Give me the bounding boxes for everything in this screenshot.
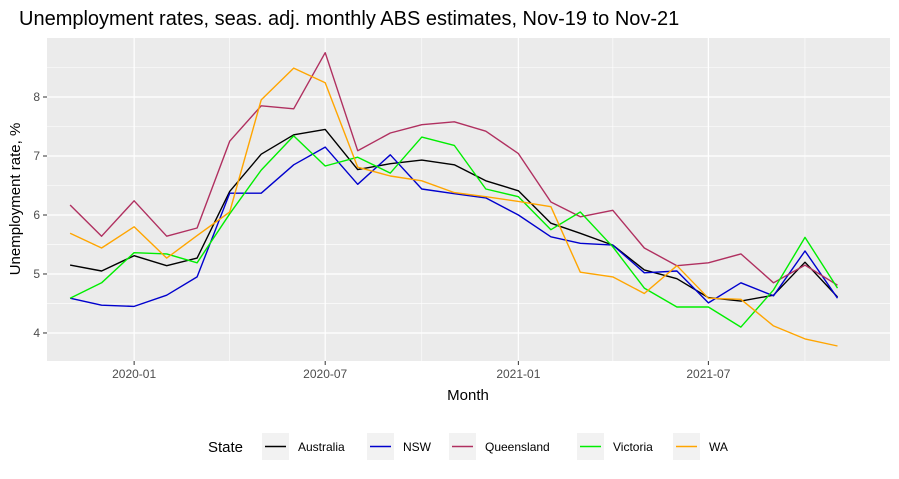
x-tick-label: 2020-01 — [112, 367, 156, 381]
legend-label: WA — [709, 440, 728, 454]
legend-item-nsw: NSW — [367, 433, 432, 460]
y-tick-label: 6 — [33, 208, 40, 222]
x-tick-label: 2021-01 — [496, 367, 540, 381]
legend-item-wa: WA — [673, 433, 728, 460]
legend-item-queensland: Queensland — [449, 433, 550, 460]
legend-label: NSW — [403, 440, 432, 454]
x-axis: 2020-01 2020-07 2021-01 2021-07 — [112, 361, 731, 381]
y-axis: 4 5 6 7 8 — [33, 90, 47, 340]
y-axis-title: Unemployment rate, % — [7, 123, 24, 276]
y-tick-label: 8 — [33, 90, 40, 104]
x-tick-label: 2021-07 — [686, 367, 730, 381]
minor-gridlines — [47, 38, 890, 361]
chart-title: Unemployment rates, seas. adj. monthly A… — [19, 8, 679, 30]
legend-label: Victoria — [613, 440, 653, 454]
major-gridlines — [47, 38, 890, 361]
y-tick-label: 5 — [33, 267, 40, 281]
series-lines — [69, 52, 839, 347]
plot-panel — [47, 38, 890, 361]
legend-item-victoria: Victoria — [577, 433, 653, 460]
legend-label: Queensland — [485, 440, 550, 454]
x-axis-title: Month — [447, 387, 489, 404]
legend-label: Australia — [298, 440, 345, 454]
y-tick-label: 7 — [33, 149, 40, 163]
y-tick-label: 4 — [33, 326, 40, 340]
legend-item-australia: Australia — [262, 433, 345, 460]
legend: State Australia NSW Queensland Victoria WA — [208, 433, 728, 460]
legend-title: State — [208, 439, 243, 456]
x-tick-label: 2020-07 — [303, 367, 347, 381]
